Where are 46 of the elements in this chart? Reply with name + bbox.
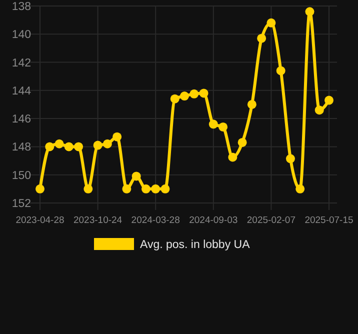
point: [296, 184, 305, 194]
point: [122, 184, 132, 194]
x-tick-label: 2023-04-28: [16, 215, 64, 226]
point: [132, 172, 141, 181]
point: [102, 139, 112, 148]
y-tick-label: 138: [12, 1, 31, 14]
point: [228, 152, 238, 162]
point: [84, 184, 93, 194]
point: [286, 154, 295, 164]
y-tick-label: 150: [12, 170, 31, 182]
point: [305, 7, 314, 16]
point: [218, 122, 228, 132]
point: [208, 120, 218, 129]
point: [199, 88, 208, 98]
legend-label: Avg. pos. in lobby UA: [140, 239, 250, 252]
point: [64, 142, 74, 152]
point: [170, 94, 180, 104]
point: [45, 142, 54, 152]
y-tick-label: 148: [12, 142, 31, 154]
x-tick-label: 2024-03-28: [131, 215, 180, 226]
point: [54, 139, 64, 148]
y-tick-label: 142: [12, 57, 31, 70]
x-tick-label: 2025-02-07: [246, 215, 296, 226]
point: [151, 184, 160, 194]
x-tick-label: 2025-07-15: [304, 215, 354, 226]
point: [257, 34, 266, 43]
y-tick-label: 144: [12, 85, 32, 98]
y-tick-label: 146: [12, 114, 31, 126]
point: [238, 138, 247, 147]
x-tick-label: 2023-10-24: [73, 215, 122, 226]
point: [141, 184, 150, 194]
y-tick-label: 140: [12, 29, 31, 42]
point: [180, 92, 189, 101]
point: [74, 142, 84, 152]
point: [314, 106, 324, 115]
point: [247, 100, 256, 109]
point: [93, 140, 102, 150]
point: [324, 96, 334, 105]
x-tick-label: 2024-09-03: [189, 215, 238, 226]
point: [266, 18, 276, 28]
point: [160, 184, 170, 194]
point: [190, 89, 199, 98]
point: [112, 132, 122, 142]
point: [276, 66, 286, 76]
y-tick-label: 152: [12, 198, 31, 210]
point: [36, 184, 44, 194]
